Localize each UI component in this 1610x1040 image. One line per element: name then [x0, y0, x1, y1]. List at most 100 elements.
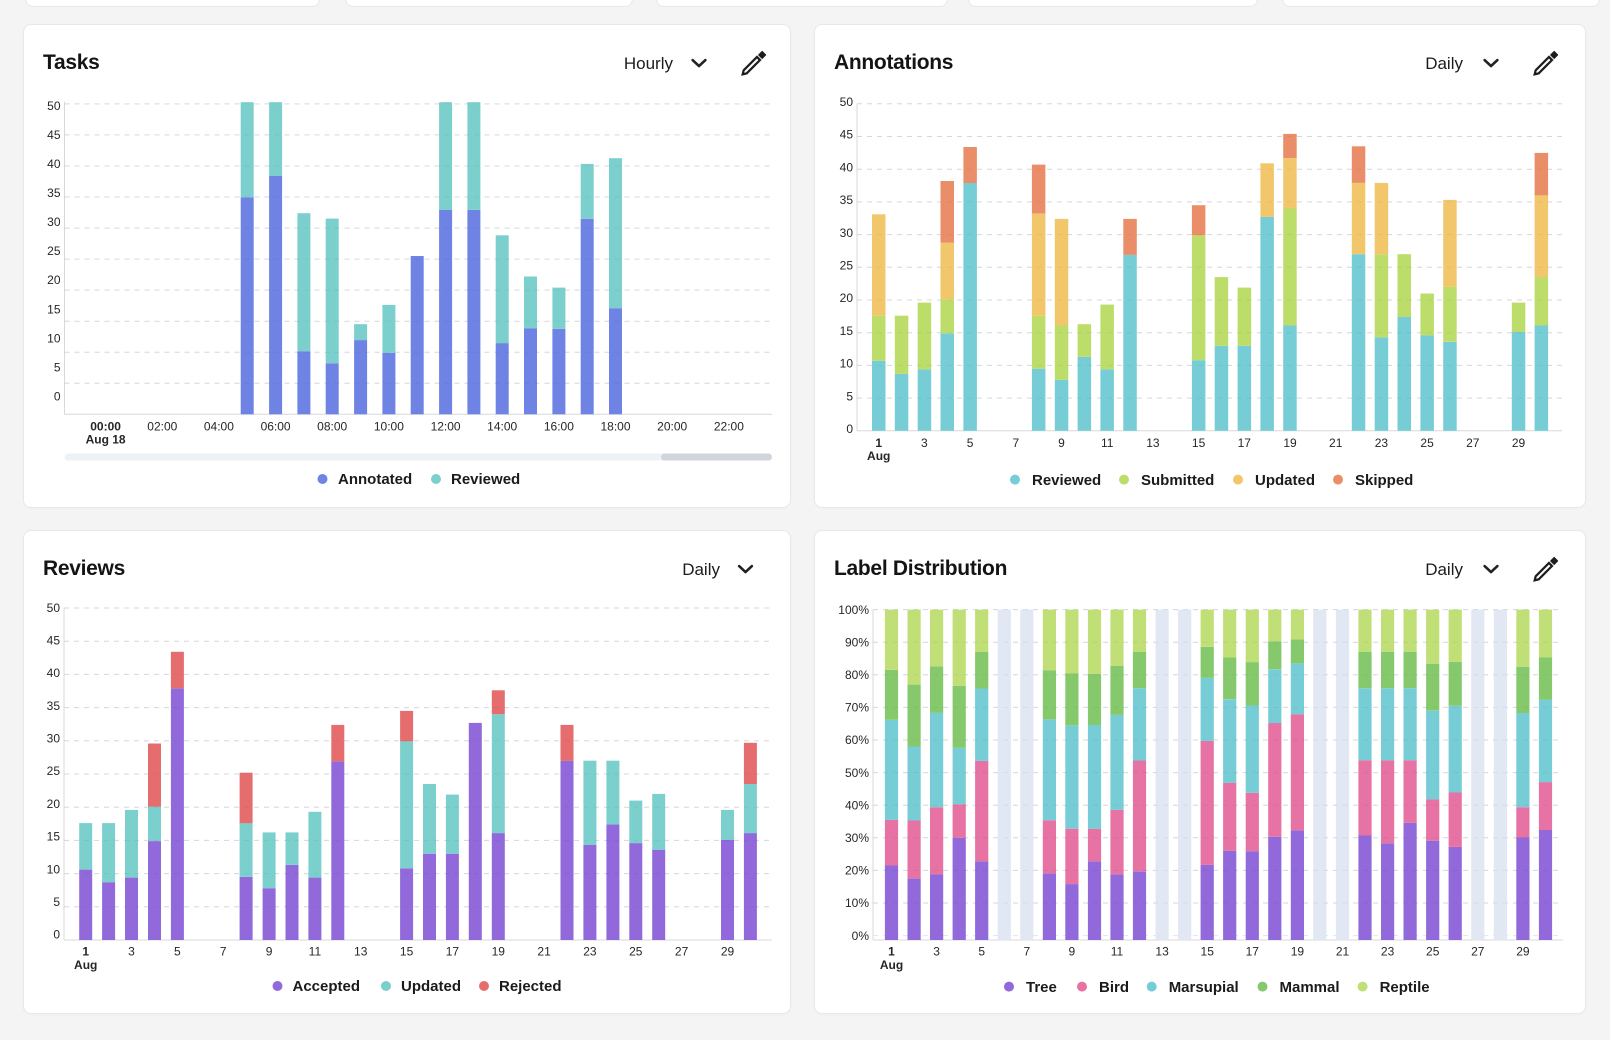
svg-text:30: 30: [47, 215, 61, 229]
svg-text:5: 5: [967, 436, 974, 450]
svg-text:27: 27: [1471, 944, 1485, 958]
svg-text:15: 15: [1201, 944, 1215, 958]
svg-text:40: 40: [47, 666, 61, 680]
svg-text:23: 23: [1381, 944, 1395, 958]
svg-text:29: 29: [1516, 944, 1530, 958]
svg-text:11: 11: [1101, 436, 1114, 450]
svg-text:40: 40: [47, 157, 61, 171]
svg-text:22:00: 22:00: [714, 419, 744, 433]
svg-text:45: 45: [47, 128, 61, 142]
svg-text:5: 5: [846, 389, 853, 403]
svg-text:25: 25: [47, 764, 61, 778]
svg-text:18:00: 18:00: [600, 419, 630, 433]
svg-text:1: 1: [888, 944, 895, 958]
svg-text:20: 20: [47, 797, 61, 811]
svg-text:40: 40: [840, 160, 854, 174]
svg-text:15: 15: [1192, 436, 1206, 450]
svg-text:30: 30: [840, 226, 854, 240]
svg-text:15: 15: [840, 324, 854, 338]
svg-text:20: 20: [840, 291, 854, 305]
svg-text:Updated: Updated: [401, 978, 461, 995]
svg-text:10:00: 10:00: [374, 419, 404, 433]
svg-text:27: 27: [675, 944, 689, 958]
svg-text:Daily: Daily: [1425, 560, 1463, 579]
svg-text:7: 7: [220, 944, 227, 958]
svg-text:Mammal: Mammal: [1280, 979, 1340, 996]
svg-text:45: 45: [840, 128, 854, 142]
svg-text:29: 29: [721, 944, 735, 958]
svg-text:15: 15: [47, 302, 61, 316]
svg-text:100%: 100%: [838, 603, 869, 617]
svg-text:5: 5: [978, 944, 985, 958]
svg-text:0%: 0%: [852, 929, 870, 943]
svg-text:25: 25: [47, 244, 61, 258]
svg-text:9: 9: [266, 944, 273, 958]
svg-text:10: 10: [47, 862, 61, 876]
svg-text:45: 45: [47, 634, 61, 648]
svg-text:Submitted: Submitted: [1141, 472, 1214, 489]
svg-text:Reptile: Reptile: [1380, 979, 1430, 996]
svg-text:23: 23: [1375, 436, 1389, 450]
svg-text:25: 25: [1420, 436, 1434, 450]
svg-text:17: 17: [1238, 436, 1252, 450]
svg-text:Accepted: Accepted: [293, 978, 361, 995]
svg-text:23: 23: [583, 944, 597, 958]
svg-text:13: 13: [354, 944, 368, 958]
svg-text:50%: 50%: [845, 766, 869, 780]
svg-text:Aug: Aug: [880, 958, 903, 972]
svg-text:Daily: Daily: [1425, 54, 1463, 73]
svg-text:5: 5: [174, 944, 181, 958]
svg-text:11: 11: [309, 944, 322, 958]
svg-text:20%: 20%: [845, 864, 869, 878]
svg-text:60%: 60%: [845, 733, 869, 747]
svg-text:5: 5: [54, 360, 61, 374]
svg-text:20: 20: [47, 273, 61, 287]
svg-text:13: 13: [1146, 436, 1160, 450]
svg-text:1: 1: [875, 436, 882, 450]
svg-text:10%: 10%: [845, 896, 869, 910]
svg-text:7: 7: [1012, 436, 1019, 450]
svg-text:90%: 90%: [845, 635, 869, 649]
svg-text:21: 21: [1329, 436, 1343, 450]
svg-text:70%: 70%: [845, 701, 869, 715]
svg-text:35: 35: [47, 186, 61, 200]
svg-text:50: 50: [840, 95, 854, 109]
svg-text:0: 0: [846, 422, 853, 436]
svg-text:35: 35: [47, 699, 61, 713]
svg-text:27: 27: [1466, 436, 1480, 450]
svg-text:30%: 30%: [845, 831, 869, 845]
svg-text:3: 3: [921, 436, 928, 450]
svg-text:3: 3: [933, 944, 940, 958]
svg-text:7: 7: [1023, 944, 1030, 958]
svg-text:Skipped: Skipped: [1355, 472, 1413, 489]
svg-text:21: 21: [1336, 944, 1350, 958]
svg-text:40%: 40%: [845, 798, 869, 812]
svg-text:Bird: Bird: [1099, 979, 1129, 996]
svg-text:25: 25: [840, 259, 854, 273]
svg-text:06:00: 06:00: [261, 419, 291, 433]
svg-text:13: 13: [1155, 944, 1169, 958]
svg-text:19: 19: [492, 944, 506, 958]
svg-text:02:00: 02:00: [147, 419, 177, 433]
svg-text:30: 30: [47, 732, 61, 746]
svg-text:20:00: 20:00: [657, 419, 687, 433]
svg-text:17: 17: [1246, 944, 1260, 958]
svg-text:Reviewed: Reviewed: [451, 471, 520, 488]
svg-text:Marsupial: Marsupial: [1169, 979, 1239, 996]
svg-text:17: 17: [446, 944, 460, 958]
svg-text:Aug 18: Aug 18: [86, 433, 126, 447]
svg-text:Aug: Aug: [74, 958, 97, 972]
svg-text:16:00: 16:00: [544, 419, 574, 433]
svg-text:Reviewed: Reviewed: [1032, 472, 1101, 489]
svg-text:15: 15: [47, 830, 61, 844]
svg-text:11: 11: [1111, 944, 1124, 958]
svg-text:50: 50: [47, 601, 61, 615]
svg-text:1: 1: [82, 944, 89, 958]
svg-text:0: 0: [54, 389, 61, 403]
svg-text:50: 50: [47, 99, 61, 113]
svg-text:21: 21: [537, 944, 551, 958]
svg-text:5: 5: [53, 895, 60, 909]
svg-text:0: 0: [53, 928, 60, 942]
svg-text:29: 29: [1512, 436, 1526, 450]
svg-text:19: 19: [1291, 944, 1305, 958]
